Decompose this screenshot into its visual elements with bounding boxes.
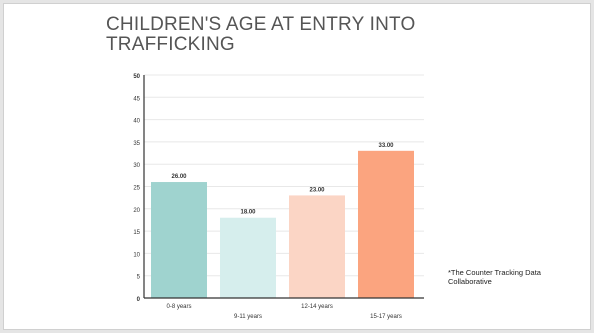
bar bbox=[358, 150, 414, 298]
bar bbox=[151, 182, 207, 298]
bar-value-label: 33.00 bbox=[378, 143, 394, 149]
x-category-label: 0-8 years bbox=[166, 304, 191, 310]
slide-title: CHILDREN'S AGE AT ENTRY INTO TRAFFICKING bbox=[106, 14, 416, 55]
y-tick-label: 30 bbox=[133, 163, 140, 169]
y-tick-label: 25 bbox=[133, 186, 140, 192]
y-tick-label: 10 bbox=[133, 252, 140, 258]
slide: CHILDREN'S AGE AT ENTRY INTO TRAFFICKING… bbox=[3, 3, 591, 330]
bar bbox=[220, 217, 276, 298]
y-tick-label: 0 bbox=[137, 297, 141, 303]
y-tick-label: 45 bbox=[133, 96, 140, 102]
x-category-label: 9-11 years bbox=[234, 314, 262, 320]
bar-value-label: 23.00 bbox=[309, 187, 325, 193]
y-tick-label: 5 bbox=[137, 275, 141, 281]
bar-value-label: 26.00 bbox=[171, 174, 187, 180]
y-tick-label: 20 bbox=[133, 208, 140, 214]
y-tick-label: 35 bbox=[133, 141, 140, 147]
bar-value-label: 18.00 bbox=[240, 210, 256, 216]
bar bbox=[289, 195, 345, 298]
y-tick-label: 50 bbox=[133, 74, 140, 80]
source-note: *The Counter Tracking Data Collaborative bbox=[448, 268, 541, 286]
y-tick-label: 15 bbox=[133, 230, 140, 236]
bar-chart: 0 5 10 15 20 25 30 35 40 45 50 26.00 0-8 years 18.00 9… bbox=[133, 74, 424, 320]
x-category-label: 12-14 years bbox=[301, 304, 333, 310]
x-category-label: 15-17 years bbox=[370, 314, 402, 320]
y-tick-label: 40 bbox=[133, 119, 140, 125]
